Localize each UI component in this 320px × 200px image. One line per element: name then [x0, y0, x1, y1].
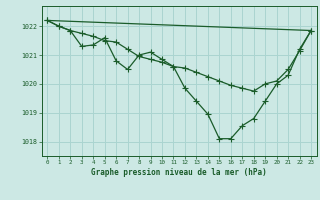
X-axis label: Graphe pression niveau de la mer (hPa): Graphe pression niveau de la mer (hPa): [91, 168, 267, 177]
